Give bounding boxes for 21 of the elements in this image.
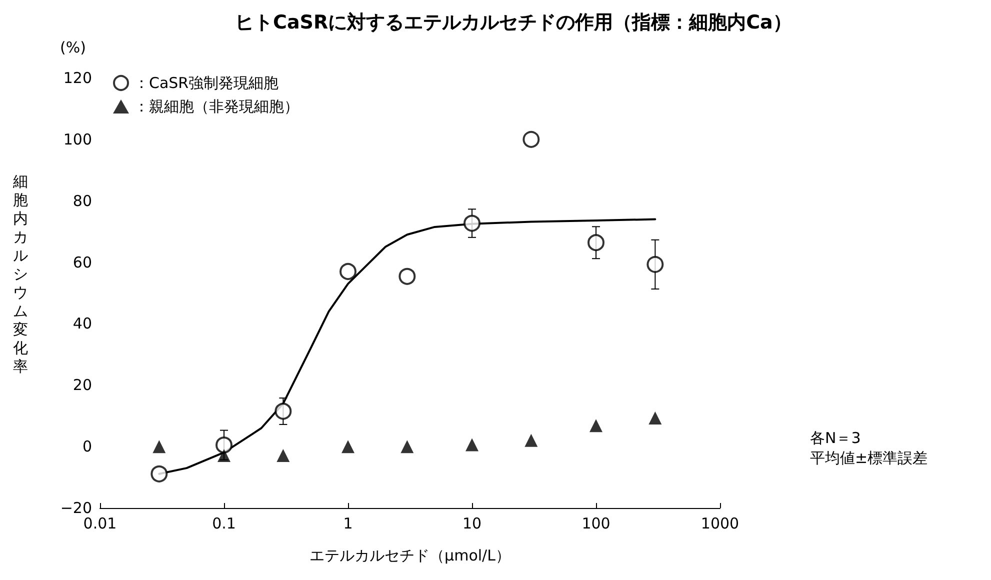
x-axis-title: エテルカルセチド（μmol/L） (310, 546, 510, 564)
x-tick-label: 10 (462, 514, 482, 532)
y-tick-label: 60 (72, 253, 92, 272)
y-tick-label: 120 (63, 69, 92, 87)
x-tick-label: 0.1 (212, 514, 236, 532)
x-tick-label: 100 (582, 514, 610, 532)
y-tick-label: 80 (72, 192, 92, 210)
chart-title: ヒトCaSRに対するエテルカルセチドの作用（指標：細胞内Ca） (235, 12, 792, 34)
text: 細胞内カルシウム変化率 (13, 172, 28, 376)
y-tick-label: 20 (72, 376, 92, 394)
text: 各N＝3 平均値±標準誤差 (810, 429, 928, 467)
y-tick-label: −20 (60, 499, 92, 517)
legend-label: ：親細胞（非発現細胞） (134, 98, 299, 116)
legend-label: ：CaSR強制発現細胞 (134, 74, 279, 92)
x-tick-label: 0.01 (83, 514, 117, 532)
x-tick-label: 1 (343, 514, 353, 532)
text: (%) (60, 38, 86, 56)
y-tick-label: 100 (63, 130, 92, 148)
y-tick-label: 40 (72, 314, 92, 333)
y-tick-label: 0 (82, 438, 92, 456)
x-tick-label: 1000 (700, 514, 740, 532)
